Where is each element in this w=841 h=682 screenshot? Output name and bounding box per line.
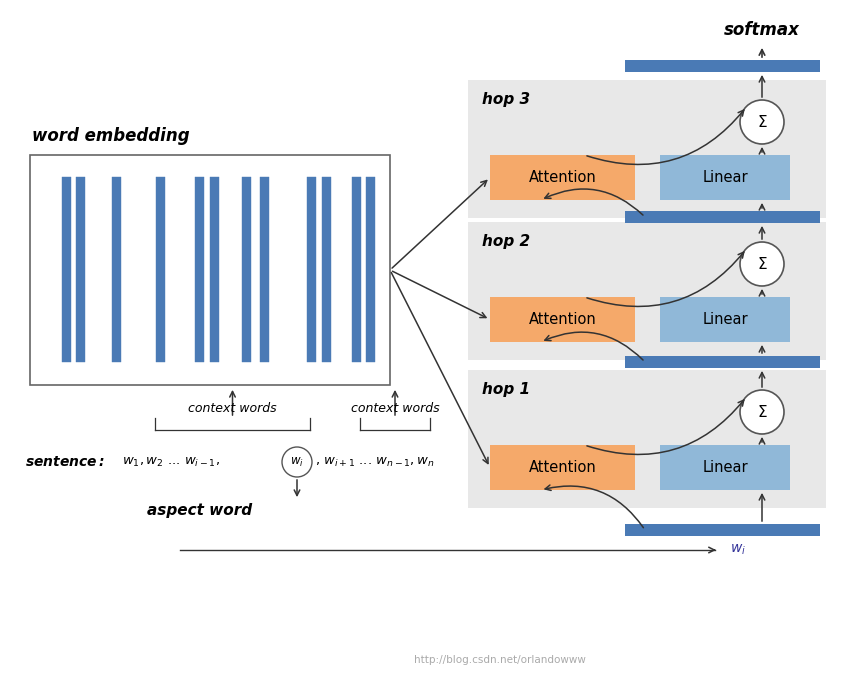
Text: $w_i$: $w_i$ bbox=[290, 456, 304, 469]
Bar bbox=[625, 356, 820, 368]
Text: Linear: Linear bbox=[702, 170, 748, 185]
Text: hop 3: hop 3 bbox=[482, 92, 530, 107]
Bar bbox=[625, 524, 820, 536]
Bar bbox=[490, 155, 635, 200]
Bar bbox=[660, 155, 790, 200]
Bar bbox=[210, 177, 219, 362]
Text: context words: context words bbox=[188, 402, 277, 415]
Bar bbox=[62, 177, 71, 362]
Bar bbox=[30, 155, 390, 385]
Bar bbox=[76, 177, 85, 362]
Bar bbox=[307, 177, 316, 362]
Text: hop 2: hop 2 bbox=[482, 234, 530, 249]
Bar bbox=[260, 177, 269, 362]
Bar bbox=[660, 445, 790, 490]
Bar bbox=[195, 177, 204, 362]
Text: $\Sigma$: $\Sigma$ bbox=[757, 114, 767, 130]
Text: $\Sigma$: $\Sigma$ bbox=[757, 256, 767, 272]
Bar bbox=[625, 211, 820, 223]
Text: aspect word: aspect word bbox=[147, 503, 252, 518]
Text: , $w_{i+1}$ ... $w_{n-1}, w_n$: , $w_{i+1}$ ... $w_{n-1}, w_n$ bbox=[315, 456, 435, 469]
Text: $w_i$: $w_i$ bbox=[730, 543, 746, 557]
Text: context words: context words bbox=[351, 402, 439, 415]
Bar bbox=[352, 177, 361, 362]
Text: softmax: softmax bbox=[724, 21, 800, 39]
Bar bbox=[660, 297, 790, 342]
Bar bbox=[242, 177, 251, 362]
Bar bbox=[490, 297, 635, 342]
Circle shape bbox=[740, 242, 784, 286]
Circle shape bbox=[740, 100, 784, 144]
Bar bbox=[468, 370, 826, 508]
Bar bbox=[366, 177, 375, 362]
Text: word embedding: word embedding bbox=[32, 127, 189, 145]
Text: $\Sigma$: $\Sigma$ bbox=[757, 404, 767, 420]
Circle shape bbox=[740, 390, 784, 434]
Bar bbox=[625, 60, 820, 72]
Text: Linear: Linear bbox=[702, 312, 748, 327]
Text: Attention: Attention bbox=[529, 170, 596, 185]
Text: $w_1, w_2$ ... $w_{i-1}$,: $w_1, w_2$ ... $w_{i-1}$, bbox=[122, 456, 220, 469]
Text: Attention: Attention bbox=[529, 312, 596, 327]
Circle shape bbox=[282, 447, 312, 477]
Bar bbox=[156, 177, 165, 362]
Text: http://blog.csdn.net/orlandowww: http://blog.csdn.net/orlandowww bbox=[414, 655, 586, 665]
Bar bbox=[468, 80, 826, 218]
Bar bbox=[112, 177, 121, 362]
Text: hop 1: hop 1 bbox=[482, 382, 530, 397]
Text: Linear: Linear bbox=[702, 460, 748, 475]
Text: Attention: Attention bbox=[529, 460, 596, 475]
Text: $\bfit{sentence:}$: $\bfit{sentence:}$ bbox=[25, 455, 105, 469]
Bar bbox=[322, 177, 331, 362]
Bar bbox=[490, 445, 635, 490]
Bar bbox=[468, 222, 826, 360]
